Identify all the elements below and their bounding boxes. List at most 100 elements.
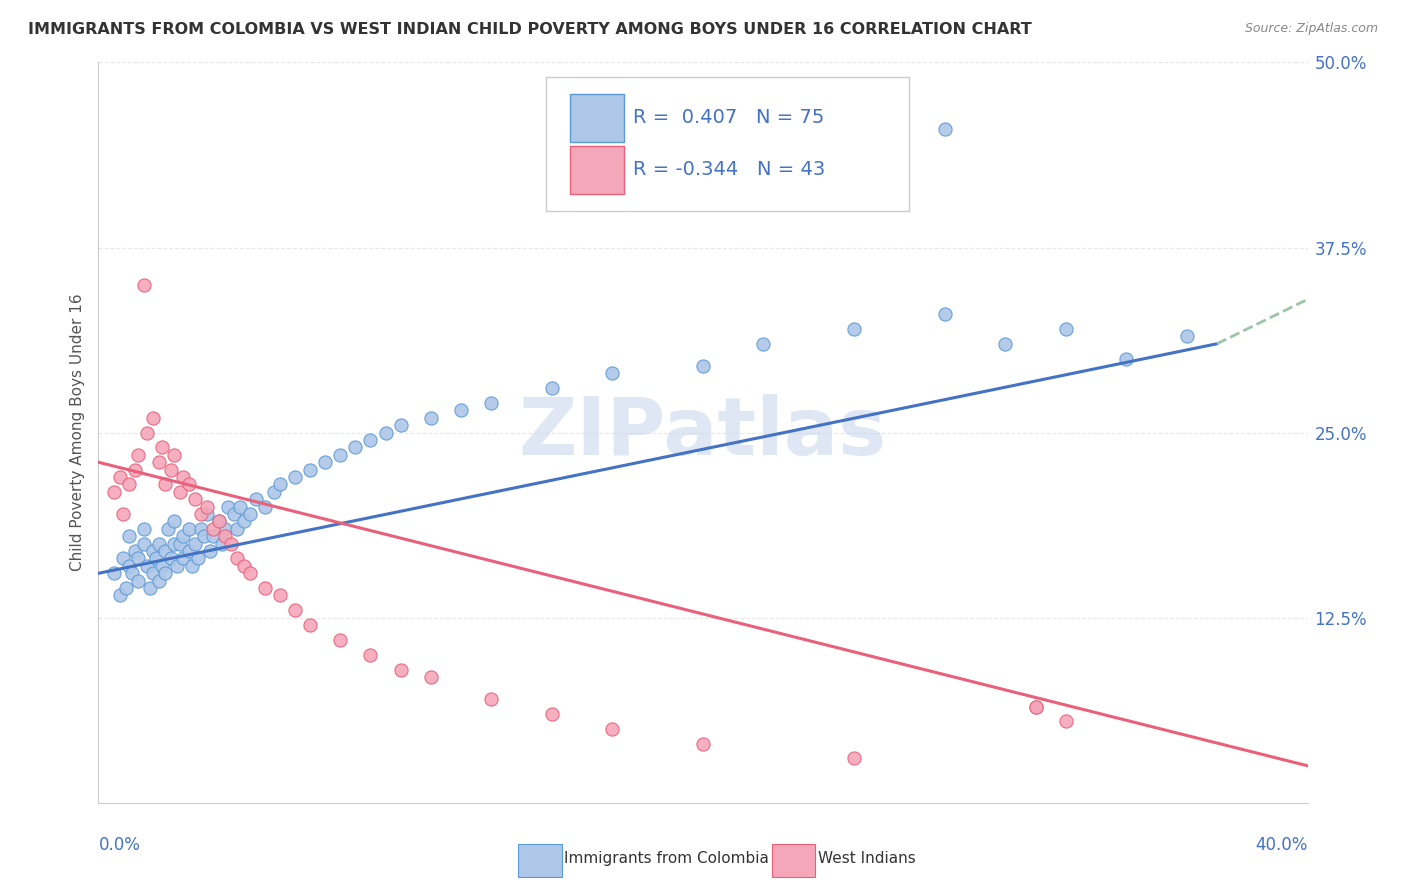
Point	[692, 359, 714, 373]
Point	[193, 529, 215, 543]
Point	[172, 529, 194, 543]
Point	[844, 322, 866, 336]
Point	[179, 477, 201, 491]
Point	[299, 462, 322, 476]
Point	[239, 507, 262, 521]
Point	[108, 470, 131, 484]
Point	[172, 470, 194, 484]
Point	[420, 410, 443, 425]
Point	[127, 551, 149, 566]
Point	[389, 663, 412, 677]
Text: R = -0.344   N = 43: R = -0.344 N = 43	[633, 161, 825, 179]
Point	[245, 492, 267, 507]
Point	[160, 551, 183, 566]
Text: Immigrants from Colombia: Immigrants from Colombia	[564, 851, 769, 866]
Point	[166, 558, 188, 573]
Point	[132, 536, 155, 550]
Point	[148, 455, 170, 469]
Point	[156, 522, 179, 536]
Point	[190, 507, 212, 521]
Point	[217, 500, 239, 514]
Point	[127, 574, 149, 588]
Point	[540, 706, 562, 721]
Point	[239, 566, 262, 581]
FancyBboxPatch shape	[569, 94, 624, 142]
Text: IMMIGRANTS FROM COLOMBIA VS WEST INDIAN CHILD POVERTY AMONG BOYS UNDER 16 CORREL: IMMIGRANTS FROM COLOMBIA VS WEST INDIAN …	[28, 22, 1032, 37]
Point	[211, 536, 233, 550]
Point	[179, 544, 201, 558]
Point	[190, 522, 212, 536]
Point	[142, 410, 165, 425]
Point	[150, 558, 173, 573]
Point	[360, 648, 382, 662]
Point	[299, 618, 322, 632]
Text: Source: ZipAtlas.com: Source: ZipAtlas.com	[1244, 22, 1378, 36]
Point	[208, 515, 231, 529]
Point	[132, 277, 155, 292]
Point	[1175, 329, 1198, 343]
Point	[208, 515, 231, 529]
Point	[184, 492, 207, 507]
Point	[450, 403, 472, 417]
Point	[200, 544, 222, 558]
Point	[481, 692, 503, 706]
Point	[284, 603, 307, 617]
Point	[344, 441, 367, 455]
Point	[142, 566, 165, 581]
Point	[124, 462, 146, 476]
Point	[184, 536, 207, 550]
Point	[145, 551, 167, 566]
Point	[179, 522, 201, 536]
Point	[1054, 322, 1077, 336]
Point	[114, 581, 136, 595]
Point	[142, 544, 165, 558]
Point	[221, 536, 243, 550]
Point	[314, 455, 336, 469]
Point	[329, 632, 352, 647]
Point	[172, 551, 194, 566]
Point	[187, 551, 209, 566]
Point	[752, 336, 775, 351]
Point	[360, 433, 382, 447]
Point	[118, 558, 141, 573]
Point	[195, 500, 218, 514]
FancyBboxPatch shape	[517, 844, 561, 877]
Point	[229, 500, 252, 514]
Point	[602, 367, 624, 381]
Y-axis label: Child Poverty Among Boys Under 16: Child Poverty Among Boys Under 16	[69, 293, 84, 572]
Point	[253, 581, 276, 595]
Text: 0.0%: 0.0%	[98, 836, 141, 855]
Point	[169, 484, 191, 499]
Point	[139, 581, 162, 595]
Point	[121, 566, 143, 581]
Text: ZIPatlas: ZIPatlas	[519, 393, 887, 472]
Point	[232, 558, 254, 573]
Point	[163, 515, 186, 529]
Point	[692, 737, 714, 751]
Point	[111, 551, 134, 566]
Point	[111, 507, 134, 521]
Point	[253, 500, 276, 514]
Point	[1024, 699, 1046, 714]
Point	[269, 477, 291, 491]
Point	[127, 448, 149, 462]
Point	[148, 536, 170, 550]
Point	[163, 536, 186, 550]
Point	[214, 522, 236, 536]
Point	[994, 336, 1017, 351]
FancyBboxPatch shape	[569, 145, 624, 194]
Point	[124, 544, 146, 558]
Point	[148, 574, 170, 588]
Point	[329, 448, 352, 462]
Point	[389, 418, 412, 433]
Point	[195, 507, 218, 521]
Point	[602, 722, 624, 736]
Point	[540, 381, 562, 395]
Text: West Indians: West Indians	[818, 851, 915, 866]
Point	[214, 529, 236, 543]
Point	[202, 522, 225, 536]
Point	[118, 477, 141, 491]
Point	[103, 566, 125, 581]
Point	[232, 515, 254, 529]
Point	[1024, 699, 1046, 714]
